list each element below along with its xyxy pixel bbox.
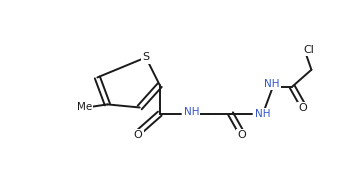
Text: Cl: Cl [303, 45, 314, 55]
Text: NH: NH [183, 107, 199, 117]
Text: NH: NH [264, 79, 280, 89]
Text: NH: NH [255, 109, 271, 119]
Text: O: O [134, 130, 143, 140]
Text: S: S [142, 52, 149, 62]
Text: O: O [237, 130, 246, 140]
Text: O: O [299, 103, 307, 113]
Text: Me: Me [77, 102, 92, 112]
